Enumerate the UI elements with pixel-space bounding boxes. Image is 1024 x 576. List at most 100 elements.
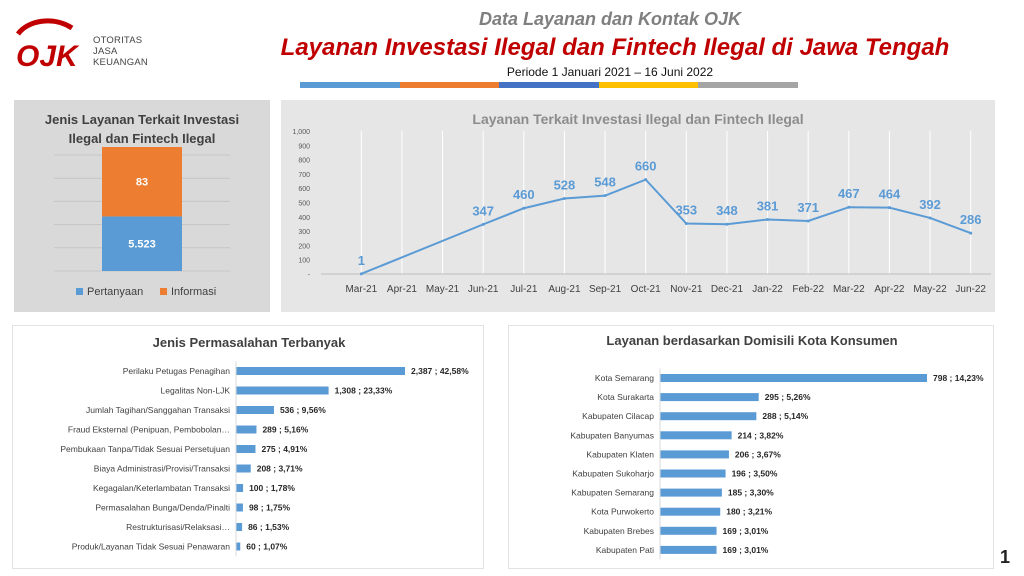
y-tick-label: 700 bbox=[298, 172, 310, 179]
logo-line: OTORITAS bbox=[93, 35, 143, 46]
top-issues-plot: Perilaku Petugas Penagihan 2,387 ; 42,58%… bbox=[60, 361, 469, 557]
category-label: Jumlah Tagihan/Sanggahan Transaksi bbox=[86, 405, 230, 415]
data-point bbox=[969, 231, 973, 235]
legend-label: Pertanyaan bbox=[87, 286, 143, 298]
consumer-city-plot: Kota Semarang 798 ; 14,23% Kota Surakarta 2… bbox=[570, 368, 984, 560]
category-label: Kota Surakarta bbox=[597, 392, 654, 402]
data-label: 1 bbox=[358, 253, 365, 268]
data-label: 289 ; 5,16% bbox=[262, 425, 308, 435]
y-tick-label: 500 bbox=[298, 201, 310, 208]
data-label: 660 bbox=[635, 159, 657, 174]
x-tick-label: Jun-22 bbox=[955, 284, 986, 295]
x-tick-label: Jun-21 bbox=[468, 284, 499, 295]
y-tick-label: 200 bbox=[298, 243, 310, 250]
chart-title: Layanan Terkait Investasi Ilegal dan Fin… bbox=[472, 111, 804, 127]
bar-segment bbox=[102, 147, 182, 217]
y-tick-label: 800 bbox=[298, 158, 310, 165]
data-point bbox=[603, 194, 607, 198]
y-tick-label: 300 bbox=[298, 229, 310, 236]
data-label: 381 bbox=[757, 199, 779, 214]
data-label: 798 ; 14,23% bbox=[933, 373, 984, 383]
series-line bbox=[360, 178, 972, 275]
category-label: Kabupaten Cilacap bbox=[582, 411, 654, 421]
logo-caption: OTORITAS JASA KEUANGAN bbox=[93, 35, 148, 68]
x-tick-label: Apr-21 bbox=[387, 284, 417, 295]
category-label: Kabupaten Pati bbox=[596, 545, 654, 555]
category-label: Perilaku Petugas Penagihan bbox=[123, 366, 231, 376]
y-tick-label: 100 bbox=[298, 258, 310, 265]
category-label: Biaya Administrasi/Provisi/Transaksi bbox=[94, 464, 230, 474]
bar bbox=[660, 545, 717, 554]
bar-segment bbox=[102, 216, 182, 271]
x-tick-label: Mar-21 bbox=[345, 284, 377, 295]
data-label: 208 ; 3,71% bbox=[257, 464, 303, 474]
data-label: 169 ; 3,01% bbox=[723, 545, 769, 555]
bar bbox=[660, 412, 757, 421]
bar bbox=[236, 523, 243, 531]
color-bar-segment bbox=[300, 82, 400, 88]
chart-title: Layanan berdasarkan Domisili Kota Konsum… bbox=[606, 333, 898, 348]
bar bbox=[236, 406, 274, 414]
data-label: 1,308 ; 23,33% bbox=[335, 386, 393, 396]
data-label: 467 bbox=[838, 186, 860, 201]
y-tick-label: 600 bbox=[298, 186, 310, 193]
data-label: 214 ; 3,82% bbox=[738, 430, 784, 440]
data-label: 5.523 bbox=[128, 239, 156, 251]
x-tick-label: Mar-22 bbox=[833, 284, 865, 295]
bar bbox=[660, 488, 722, 497]
category-label: Kabupaten Semarang bbox=[571, 488, 654, 498]
page-title: Layanan Investasi Ilegal dan Fintech Ile… bbox=[280, 34, 950, 61]
x-tick-label: Sep-21 bbox=[589, 284, 622, 295]
data-label: 2,387 ; 42,58% bbox=[411, 366, 469, 376]
bar bbox=[660, 469, 726, 478]
y-tick-label: 400 bbox=[298, 215, 310, 222]
logo-line: KEUANGAN bbox=[93, 57, 148, 68]
bar bbox=[236, 484, 244, 492]
color-bar-segment bbox=[598, 82, 699, 88]
data-label: 536 ; 9,56% bbox=[280, 405, 326, 415]
category-label: Kabupaten Banyumas bbox=[570, 430, 654, 440]
data-label: 169 ; 3,01% bbox=[723, 526, 769, 536]
service-type-chart: Jenis Layanan Terkait Investasi Ilegal d… bbox=[14, 100, 270, 312]
bar bbox=[660, 526, 717, 535]
category-label: Kota Semarang bbox=[595, 373, 654, 383]
category-label: Kota Purwokerto bbox=[591, 507, 654, 517]
category-label: Kabupaten Klaten bbox=[586, 449, 654, 459]
data-label: 98 ; 1,75% bbox=[249, 503, 291, 513]
color-bar-segment bbox=[698, 82, 798, 88]
bar bbox=[236, 464, 251, 473]
data-point bbox=[481, 222, 485, 226]
color-bar-segment bbox=[399, 82, 500, 88]
data-label: 295 ; 5,26% bbox=[765, 392, 811, 402]
x-tick-label: Oct-21 bbox=[631, 284, 661, 295]
data-label: 460 bbox=[513, 187, 535, 202]
logo-text: OJK bbox=[16, 40, 80, 73]
page-subtitle: Data Layanan dan Kontak OJK bbox=[478, 9, 742, 29]
category-label: Kabupaten Brebes bbox=[584, 526, 654, 536]
chart-title: Jenis Permasalahan Terbanyak bbox=[152, 335, 346, 350]
data-label: 60 ; 1,07% bbox=[246, 542, 288, 552]
consumer-city-chart: Layanan berdasarkan Domisili Kota Konsum… bbox=[508, 325, 994, 569]
chart-title-line: Ilegal dan Fintech Ilegal bbox=[68, 131, 216, 146]
ojk-logo-mark: OJK bbox=[15, 18, 80, 73]
category-label: Produk/Layanan Tidak Sesuai Penawaran bbox=[72, 542, 231, 552]
x-tick-label: May-21 bbox=[426, 284, 460, 295]
data-label: 348 bbox=[716, 203, 738, 218]
x-tick-label: Apr-22 bbox=[874, 284, 904, 295]
data-label: 528 bbox=[554, 177, 576, 192]
y-tick-label: - bbox=[308, 272, 311, 279]
top-issues-chart: Jenis Permasalahan Terbanyak Perilaku Pe… bbox=[12, 325, 484, 569]
monthly-trend-plot: - 100 200 300 400 500 600 700 800 900 1,000 1 347 460… bbox=[292, 129, 991, 295]
legend-label: Informasi bbox=[171, 286, 216, 298]
y-tick-label: 900 bbox=[298, 143, 310, 150]
chart-title: Jenis Layanan Terkait Investasi Ilegal d… bbox=[14, 110, 270, 148]
x-tick-label: May-22 bbox=[913, 284, 947, 295]
legend-swatch bbox=[160, 288, 167, 295]
data-label: 100 ; 1,78% bbox=[249, 483, 295, 493]
data-label: 185 ; 3,30% bbox=[728, 488, 774, 498]
ojk-logo: OJK bbox=[14, 14, 164, 74]
data-point bbox=[725, 222, 729, 226]
period-label: Periode 1 Januari 2021 – 16 Juni 2022 bbox=[506, 65, 714, 79]
logo-line: JASA bbox=[93, 46, 118, 57]
data-label: 180 ; 3,21% bbox=[726, 507, 772, 517]
